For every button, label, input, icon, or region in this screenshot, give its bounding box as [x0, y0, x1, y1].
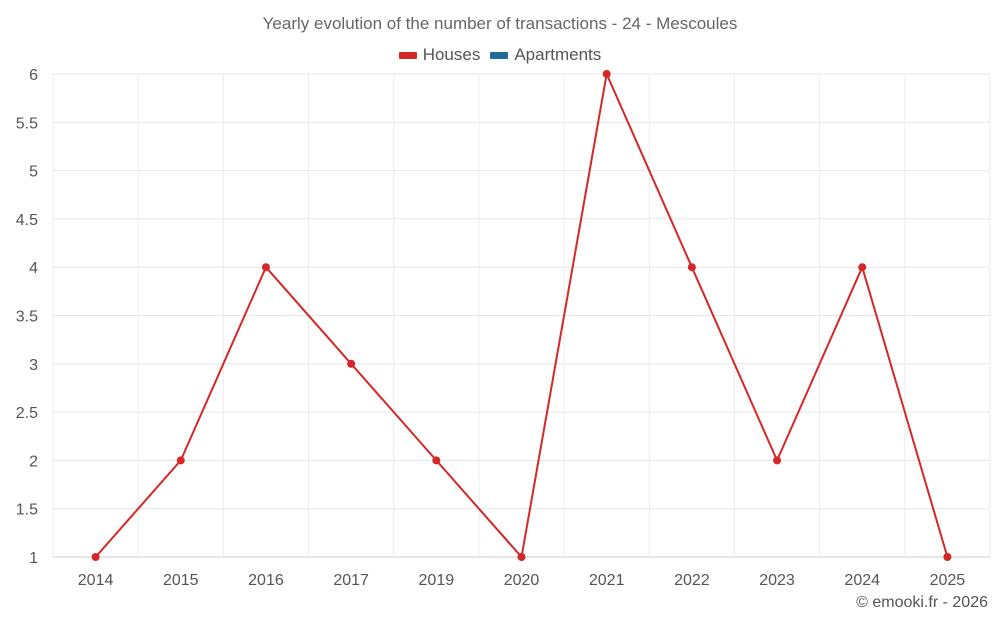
y-tick-label: 4: [29, 260, 38, 277]
copyright-credit: © emooki.fr - 2026: [856, 594, 988, 611]
legend-swatch-houses: [398, 51, 417, 59]
legend-label-apartments: Apartments: [514, 45, 602, 64]
legend-item-apartments[interactable]: Apartments: [490, 45, 601, 65]
x-tick-label: 2023: [759, 572, 795, 589]
x-tick-label: 2020: [504, 572, 540, 589]
data-point: [858, 263, 867, 272]
x-tick-label: 2024: [844, 572, 880, 589]
y-tick-label: 5.5: [16, 115, 38, 132]
data-point: [602, 70, 611, 78]
x-tick-label: 2022: [674, 572, 710, 589]
x-tick-label: 2017: [333, 572, 369, 589]
x-tick-label: 2016: [248, 572, 284, 589]
chart-title: Yearly evolution of the number of transa…: [262, 14, 738, 33]
data-point: [432, 456, 441, 465]
y-tick-label: 1: [29, 550, 38, 567]
x-tick-label: 2019: [419, 572, 455, 589]
data-point: [347, 359, 356, 368]
x-tick-label: 2014: [78, 572, 114, 589]
data-point: [91, 553, 100, 561]
y-tick-label: 5: [29, 164, 38, 181]
legend-item-houses[interactable]: Houses: [398, 45, 481, 65]
y-tick-label: 2: [29, 453, 38, 470]
x-tick-label: 2025: [930, 572, 966, 589]
x-tick-label: 2015: [163, 572, 199, 589]
legend-label-houses: Houses: [422, 45, 481, 64]
x-tick-label: 2021: [589, 572, 625, 589]
y-tick-label: 3.5: [16, 309, 38, 326]
data-point: [517, 553, 526, 561]
y-tick-label: 2.5: [16, 405, 38, 422]
data-point: [261, 263, 270, 272]
legend: Houses Apartments: [0, 45, 1000, 65]
data-point: [687, 263, 696, 272]
data-point: [773, 456, 782, 465]
y-tick-label: 6: [29, 67, 38, 84]
y-tick-label: 1.5: [16, 502, 38, 519]
data-point: [176, 456, 185, 465]
y-tick-label: 4.5: [16, 212, 38, 229]
data-point: [943, 553, 952, 561]
legend-swatch-apartments: [490, 51, 509, 59]
y-tick-label: 3: [29, 357, 38, 374]
